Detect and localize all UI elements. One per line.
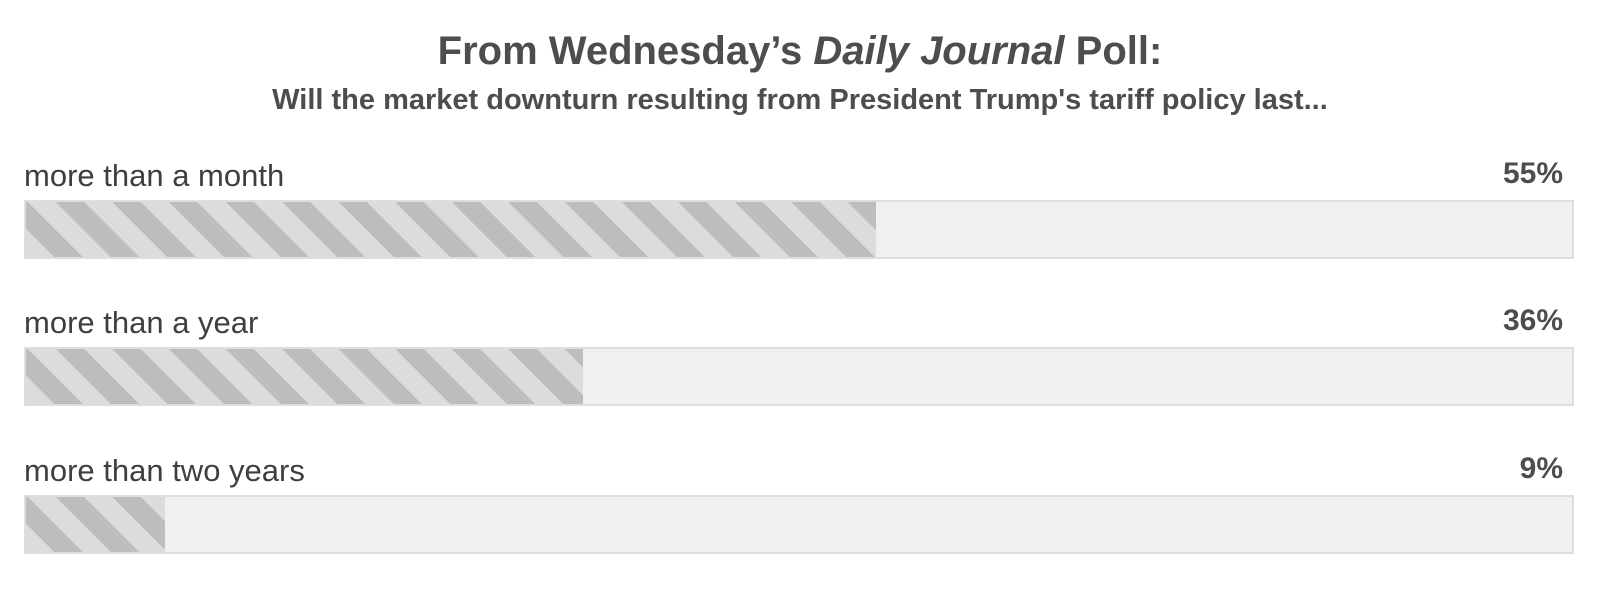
option-percentage: 9% [1519, 452, 1563, 485]
option-label: more than two years [24, 453, 305, 488]
poll-title: From Wednesday’s Daily Journal Poll: [0, 26, 1600, 76]
bar-track [24, 495, 1574, 554]
option-label: more than a month [24, 158, 285, 193]
poll-option-more-than-two-years: more than two years 9% [24, 451, 1576, 571]
bar-fill [26, 202, 877, 257]
poll-question: Will the market downturn resulting from … [272, 84, 1328, 116]
bar-fill [26, 497, 166, 552]
option-percentage: 55% [1502, 157, 1563, 190]
bar-fill [26, 349, 583, 404]
poll-title-prefix: From Wednesday’s [437, 29, 814, 73]
poll-option-more-than-a-year: more than a year 36% [24, 303, 1576, 423]
option-label: more than a year [24, 305, 259, 340]
poll-title-publication: Daily Journal [813, 29, 1065, 73]
poll-title-suffix: Poll: [1064, 29, 1163, 73]
poll-option-more-than-a-month: more than a month 55% [24, 156, 1576, 276]
option-percentage: 36% [1502, 304, 1563, 337]
bar-track [24, 200, 1574, 259]
bar-track [24, 347, 1574, 406]
